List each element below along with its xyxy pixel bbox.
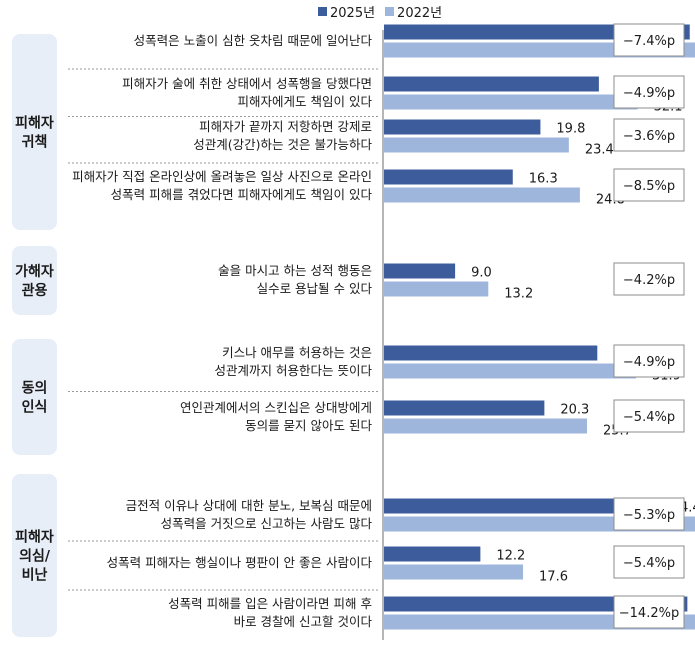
group-label: 의심/ — [19, 548, 51, 565]
diff-box — [613, 75, 685, 109]
value-label-2025: 20.3 — [560, 403, 589, 418]
diff-label: −4.2%p — [623, 273, 675, 288]
legend: 2025년 2022년 — [318, 2, 452, 21]
value-label-2022: 13.2 — [504, 287, 533, 302]
row-label: 바로 경찰에 신고할 것이다 — [234, 614, 373, 629]
bar-2022 — [384, 564, 524, 580]
bar-2025 — [384, 345, 598, 361]
diff-box — [613, 497, 685, 531]
bar-2025 — [384, 498, 656, 514]
row-label: 성폭력을 거짓으로 신고하는 사람도 많다 — [161, 516, 373, 531]
row-label: 술을 마시고 하는 성적 행동은 — [218, 263, 372, 278]
bar-2022 — [384, 187, 580, 203]
row-label: 성폭력은 노출이 심한 옷차림 때문에 일어난다 — [134, 33, 373, 48]
group-label: 인식 — [22, 399, 48, 416]
row-label: 성폭력 피해자는 행실이나 평판이 안 좋은 사람이다 — [107, 555, 373, 570]
diff-label: −4.9%p — [623, 86, 675, 101]
group-label: 피해자 — [15, 530, 54, 546]
group-label: 가해자 — [15, 264, 54, 280]
diff-label: −5.4%p — [623, 556, 675, 571]
diff-box — [613, 399, 685, 433]
group-label: 피해자 — [15, 116, 54, 132]
row-label: 피해자가 끝까지 저항하면 강제로 — [199, 119, 372, 134]
group-panel — [12, 474, 57, 637]
bar-2022 — [384, 94, 638, 110]
bar-2025 — [384, 400, 545, 416]
group-panel — [12, 34, 57, 230]
bar-2025 — [384, 263, 456, 279]
diff-box — [613, 344, 685, 378]
row-label: 성관계까지 허용한다는 뜻이다 — [215, 363, 373, 378]
bar-2025 — [384, 119, 541, 135]
bar-2025 — [384, 76, 599, 92]
value-label-2025: 19.8 — [556, 122, 585, 137]
value-label-2022: 23.4 — [585, 143, 614, 158]
group-label: 귀책 — [22, 134, 48, 151]
row-label: 실수로 용납될 수 있다 — [257, 281, 373, 296]
legend-label-2025: 2025년 — [330, 6, 376, 21]
diff-label: −7.4%p — [623, 34, 675, 49]
group-panel — [12, 339, 57, 455]
bar-2025 — [384, 546, 481, 562]
legend-item-2025: 2025년 — [318, 2, 375, 21]
bar-2025 — [384, 24, 690, 40]
bar-2022 — [384, 418, 588, 434]
row-label: 성폭력 피해를 입은 사람이라면 피해 후 — [168, 596, 372, 611]
diff-box — [613, 262, 685, 296]
row-label: 동의를 묻지 않아도 된다 — [245, 418, 372, 433]
legend-swatch-2022 — [385, 7, 395, 16]
diff-label: −8.5%p — [623, 179, 675, 194]
diff-label: −3.6%p — [623, 129, 675, 144]
bar-2022 — [384, 137, 569, 153]
value-label-2025: 12.2 — [496, 549, 525, 564]
row-label: 성폭력 피해를 겪었다면 피해자에게도 책임이 있다 — [111, 187, 373, 202]
row-label: 성관계(강간)하는 것은 불가능하다 — [193, 137, 372, 152]
bar-2025 — [384, 169, 513, 185]
diff-label: −14.2%p — [619, 606, 679, 621]
bar-2022 — [384, 281, 489, 297]
legend-label-2022: 2022년 — [397, 6, 443, 21]
diff-box — [613, 23, 685, 57]
value-label-2025: 9.0 — [471, 266, 492, 281]
diff-label: −5.3%p — [623, 508, 675, 523]
row-label: 피해자가 직접 온라인상에 올려놓은 일상 사진으로 온라인 — [72, 169, 372, 184]
row-label: 키스나 애무를 허용하는 것은 — [222, 345, 372, 360]
diff-box — [613, 118, 685, 152]
group-label: 비난 — [22, 567, 48, 584]
group-label: 관용 — [22, 282, 48, 299]
value-label-2022: 17.6 — [539, 570, 568, 585]
group-label: 동의 — [22, 380, 48, 397]
row-label: 연인관계에서의 스킨십은 상대방에게 — [180, 400, 372, 415]
diff-box — [613, 595, 685, 629]
legend-swatch-2025 — [318, 7, 327, 16]
diff-box — [613, 168, 685, 202]
diff-box — [613, 545, 685, 579]
bar-2025 — [384, 596, 688, 612]
row-label: 피해자가 술에 취한 상태에서 성폭행을 당했다면 — [122, 76, 372, 91]
diff-label: −5.4%p — [623, 410, 675, 425]
row-label: 피해자에게도 책임이 있다 — [238, 94, 373, 109]
bar-2022 — [384, 363, 637, 379]
row-label: 금전적 이유나 상대에 대한 분노, 보복심 때문에 — [126, 498, 372, 513]
group-panel — [12, 246, 57, 315]
legend-item-2022: 2022년 — [385, 2, 442, 21]
diff-label: −4.9%p — [623, 355, 675, 370]
value-label-2025: 16.3 — [529, 172, 558, 187]
